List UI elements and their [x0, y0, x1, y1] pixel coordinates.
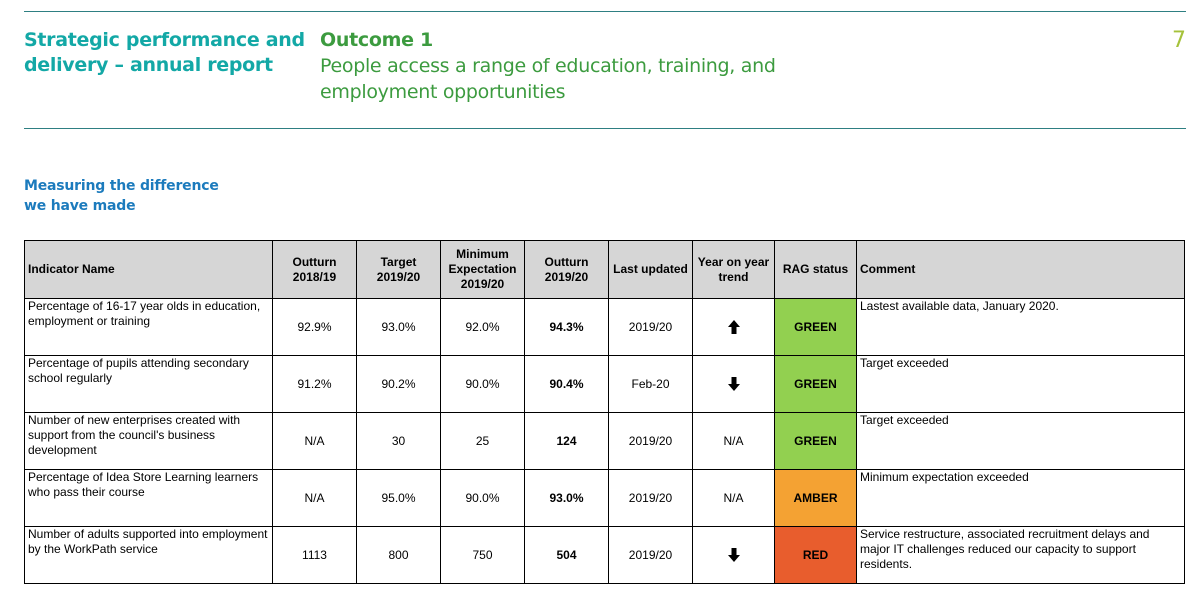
up-arrow-icon	[727, 320, 740, 335]
outturn-2018-19: 91.2%	[272, 355, 357, 413]
header-divider	[24, 128, 1186, 129]
indicator-name: Number of new enterprises created with s…	[24, 412, 273, 470]
target-2019-20: 90.2%	[356, 355, 441, 413]
rag-status-badge: RED	[774, 526, 857, 584]
minimum-expectation: 90.0%	[440, 355, 525, 413]
last-updated: 2019/20	[608, 526, 693, 584]
table-row: Percentage of 16-17 year olds in educati…	[24, 298, 1185, 356]
outturn-2018-19: N/A	[272, 469, 357, 527]
last-updated: 2019/20	[608, 298, 693, 356]
minimum-expectation: 750	[440, 526, 525, 584]
table-row: Number of new enterprises created with s…	[24, 412, 1185, 470]
col-header-outturn-2019-20: Outturn 2019/20	[524, 240, 609, 299]
col-header-trend: Year on year trend	[692, 240, 775, 299]
comment: Minimum expectation exceeded	[856, 469, 1185, 527]
last-updated: 2019/20	[608, 469, 693, 527]
page-number: 7	[1172, 28, 1186, 53]
table-row: Percentage of Idea Store Learning learne…	[24, 469, 1185, 527]
outturn-2019-20: 90.4%	[524, 355, 609, 413]
target-2019-20: 95.0%	[356, 469, 441, 527]
table-row: Number of adults supported into employme…	[24, 526, 1185, 584]
col-header-minimum-expectation: Minimum Expectation 2019/20	[440, 240, 525, 299]
col-header-comment: Comment	[856, 240, 1185, 299]
comment: Target exceeded	[856, 355, 1185, 413]
indicator-name: Percentage of Idea Store Learning learne…	[24, 469, 273, 527]
last-updated: Feb-20	[608, 355, 693, 413]
header-row: Indicator Name Outturn 2018/19 Target 20…	[24, 240, 1185, 299]
col-header-indicator: Indicator Name	[24, 240, 273, 299]
report-title: Strategic performance and delivery – ann…	[24, 29, 305, 76]
trend-cell	[692, 526, 775, 584]
outturn-2018-19: 1113	[272, 526, 357, 584]
minimum-expectation: 25	[440, 412, 525, 470]
table-body: Percentage of 16-17 year olds in educati…	[24, 298, 1185, 584]
trend-cell	[692, 298, 775, 356]
last-updated: 2019/20	[608, 412, 693, 470]
table-header: Indicator Name Outturn 2018/19 Target 20…	[24, 240, 1185, 299]
top-divider	[24, 11, 1186, 12]
outturn-2018-19: N/A	[272, 412, 357, 470]
down-arrow-icon	[727, 377, 740, 392]
target-2019-20: 800	[356, 526, 441, 584]
minimum-expectation: 90.0%	[440, 469, 525, 527]
target-2019-20: 93.0%	[356, 298, 441, 356]
col-header-outturn-2018-19: Outturn 2018/19	[272, 240, 357, 299]
minimum-expectation: 92.0%	[440, 298, 525, 356]
rag-status-badge: AMBER	[774, 469, 857, 527]
performance-table: Indicator Name Outturn 2018/19 Target 20…	[24, 240, 1185, 584]
comment: Target exceeded	[856, 412, 1185, 470]
target-2019-20: 30	[356, 412, 441, 470]
outturn-2019-20: 124	[524, 412, 609, 470]
indicator-name: Percentage of pupils attending secondary…	[24, 355, 273, 413]
down-arrow-icon	[727, 548, 740, 563]
indicator-name: Percentage of 16-17 year olds in educati…	[24, 298, 273, 356]
outcome-description: People access a range of education, trai…	[320, 55, 776, 103]
rag-status-badge: GREEN	[774, 298, 857, 356]
indicator-name: Number of adults supported into employme…	[24, 526, 273, 584]
col-header-rag-status: RAG status	[774, 240, 857, 299]
outturn-2019-20: 504	[524, 526, 609, 584]
col-header-last-updated: Last updated	[608, 240, 693, 299]
outturn-2019-20: 93.0%	[524, 469, 609, 527]
trend-cell: N/A	[692, 469, 775, 527]
outcome-label: Outcome 1	[320, 29, 433, 51]
comment: Lastest available data, January 2020.	[856, 298, 1185, 356]
trend-cell	[692, 355, 775, 413]
section-heading: Measuring the difference we have made	[24, 178, 219, 214]
outturn-2018-19: 92.9%	[272, 298, 357, 356]
table-row: Percentage of pupils attending secondary…	[24, 355, 1185, 413]
rag-status-badge: GREEN	[774, 355, 857, 413]
outturn-2019-20: 94.3%	[524, 298, 609, 356]
comment: Service restructure, associated recruitm…	[856, 526, 1185, 584]
col-header-target-2019-20: Target 2019/20	[356, 240, 441, 299]
trend-cell: N/A	[692, 412, 775, 470]
rag-status-badge: GREEN	[774, 412, 857, 470]
